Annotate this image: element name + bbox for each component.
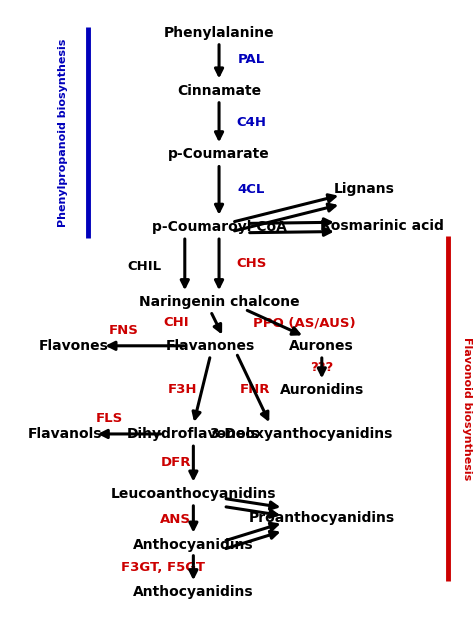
Text: 4CL: 4CL: [237, 183, 265, 197]
Text: FNR: FNR: [240, 383, 271, 396]
Text: Proanthocyanidins: Proanthocyanidins: [249, 511, 395, 525]
Text: FLS: FLS: [96, 412, 124, 425]
Text: C4H: C4H: [236, 116, 266, 129]
Text: Lignans: Lignans: [334, 182, 395, 196]
Text: Naringenin chalcone: Naringenin chalcone: [139, 295, 300, 309]
Text: CHS: CHS: [236, 257, 266, 270]
Text: Rosmarinic acid: Rosmarinic acid: [320, 219, 444, 233]
Text: F3H: F3H: [168, 383, 197, 396]
Text: Leucoanthocyanidins: Leucoanthocyanidins: [110, 486, 276, 501]
Text: Flavanones: Flavanones: [166, 339, 255, 353]
Text: Dihydroflavonols: Dihydroflavonols: [127, 427, 260, 441]
Text: ANS: ANS: [160, 513, 191, 526]
Text: CHI: CHI: [164, 316, 189, 329]
Text: p-Coumaroyl CoA: p-Coumaroyl CoA: [152, 220, 286, 234]
Text: CHIL: CHIL: [127, 260, 161, 273]
Text: Phenylpropanoid biosynthesis: Phenylpropanoid biosynthesis: [58, 39, 68, 227]
Text: Cinnamate: Cinnamate: [177, 83, 261, 98]
Text: Anthocyanidins: Anthocyanidins: [133, 538, 254, 552]
Text: 3-Deoxyanthocyanidins: 3-Deoxyanthocyanidins: [209, 427, 392, 441]
Text: Flavanols: Flavanols: [27, 427, 102, 441]
Text: F3GT, F5GT: F3GT, F5GT: [121, 561, 205, 574]
Text: Flavonoid biosynthesis: Flavonoid biosynthesis: [462, 337, 473, 480]
Text: DFR: DFR: [161, 457, 191, 470]
Text: Anthocyanidins: Anthocyanidins: [133, 585, 254, 600]
Text: Auronidins: Auronidins: [280, 383, 364, 397]
Text: p-Coumarate: p-Coumarate: [168, 147, 270, 161]
Text: Aurones: Aurones: [290, 339, 354, 353]
Text: FNS: FNS: [109, 323, 139, 337]
Text: Phenylalanine: Phenylalanine: [164, 26, 274, 40]
Text: PAL: PAL: [237, 53, 265, 67]
Text: PPO (AS/AUS): PPO (AS/AUS): [254, 316, 356, 329]
Text: Flavones: Flavones: [38, 339, 109, 353]
Text: ???: ???: [310, 361, 333, 374]
